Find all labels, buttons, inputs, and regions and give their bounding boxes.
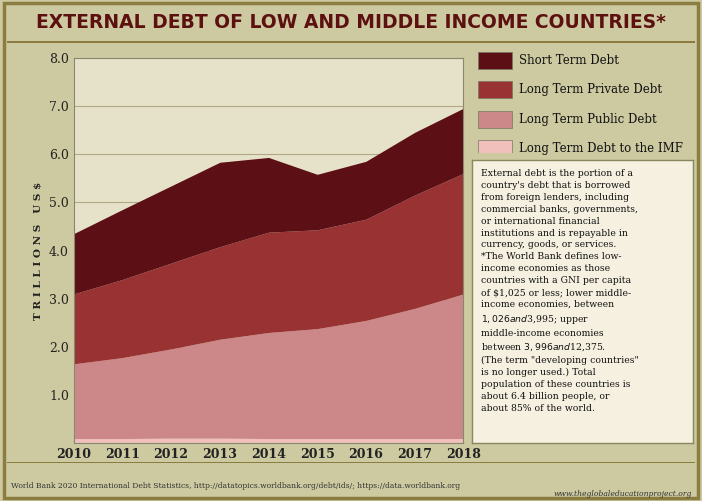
Bar — [478, 81, 512, 98]
Y-axis label: T R I L L I O N S   U S $: T R I L L I O N S U S $ — [34, 181, 44, 320]
Text: www.theglobaleducationproject.org: www.theglobaleducationproject.org — [553, 490, 691, 498]
Text: EXTERNAL DEBT OF LOW AND MIDDLE INCOME COUNTRIES*: EXTERNAL DEBT OF LOW AND MIDDLE INCOME C… — [36, 13, 666, 32]
Bar — [478, 52, 512, 69]
Text: Long Term Public Debt: Long Term Public Debt — [519, 113, 656, 126]
Text: External debt is the portion of a
country's debt that is borrowed
from foreign l: External debt is the portion of a countr… — [481, 169, 638, 413]
Text: Short Term Debt: Short Term Debt — [519, 54, 618, 67]
Bar — [478, 111, 512, 128]
Text: Long Term Debt to the IMF: Long Term Debt to the IMF — [519, 142, 683, 155]
Text: Long Term Private Debt: Long Term Private Debt — [519, 83, 662, 96]
Text: World Bank 2020 International Debt Statistics, http://datatopics.worldbank.org/d: World Bank 2020 International Debt Stati… — [11, 482, 460, 490]
Bar — [478, 140, 512, 157]
